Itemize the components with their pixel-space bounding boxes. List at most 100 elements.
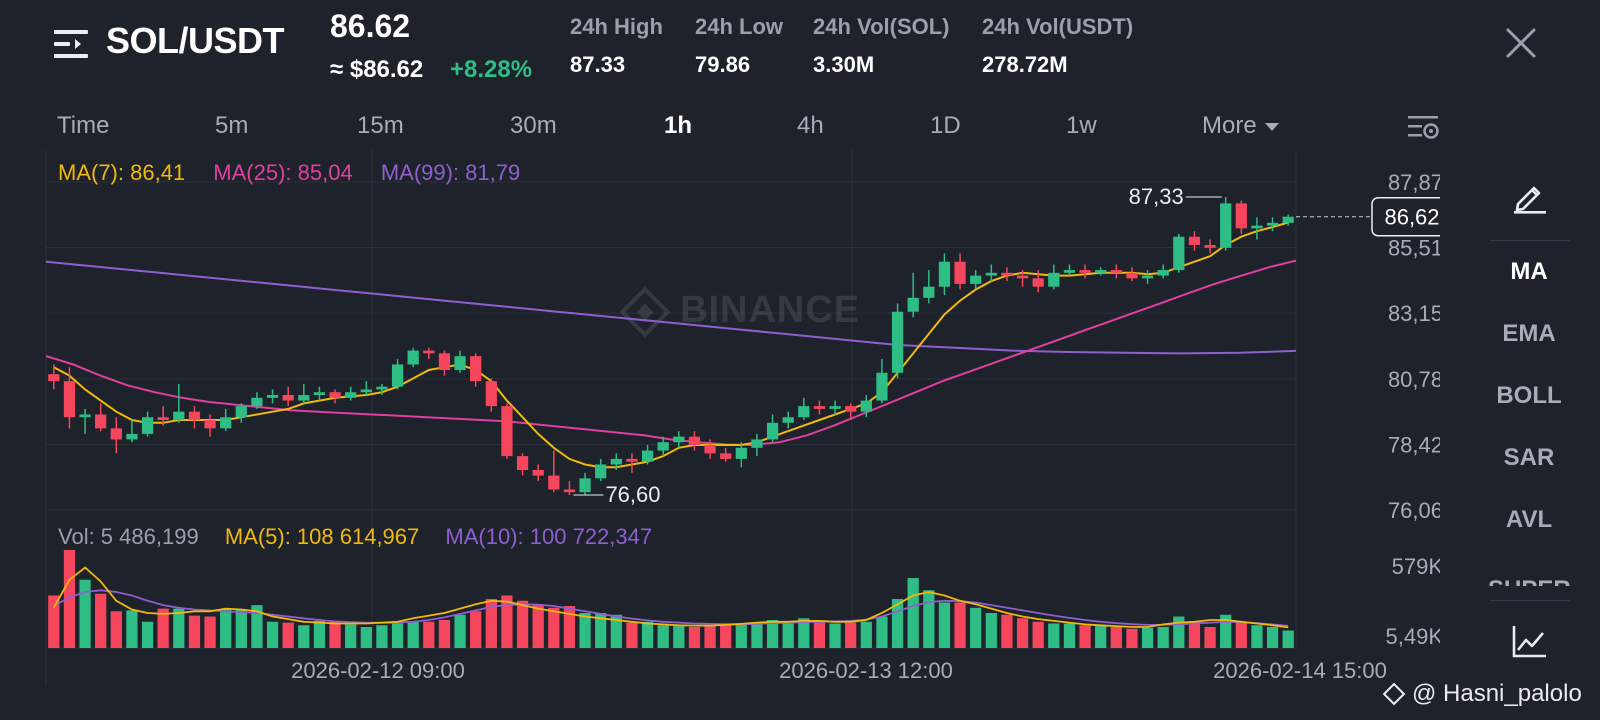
volume-bar [1220,614,1232,648]
ma99-legend: MA(99): 81,79 [380,160,521,185]
volume-value: Vol: 5 486,199 [58,524,199,549]
volume-bar [876,616,888,648]
tab-more[interactable]: More [1202,112,1279,140]
candle [1235,200,1247,234]
candle [407,347,419,368]
candle [1048,264,1060,290]
candle [204,414,216,437]
candle-body [298,395,310,401]
tab-15m[interactable]: 15m [357,112,404,139]
tab-1d[interactable]: 1D [930,112,961,139]
volume-bar [1048,623,1060,648]
volume-bar [720,625,732,648]
candle-body [376,386,388,390]
volume-bar [641,621,654,648]
candle [266,389,279,404]
volume-bar [1235,621,1247,648]
candle [188,406,201,429]
candle-body [1110,270,1122,273]
timeframe-bar: Time 5m 15m 30m 1h 4h 1D 1w More [0,104,1440,148]
tab-4h[interactable]: 4h [797,112,824,139]
candle-body [95,414,107,429]
approx-price: ≈ $86.62 [330,56,424,83]
stat-24h-vol-usdt: 24h Vol(USDT) 278.72M [982,14,1133,78]
indicator-ema[interactable]: EMA [1502,320,1556,347]
candle-body [813,406,826,409]
candle [641,445,654,465]
line-chart-icon[interactable] [1510,624,1548,660]
candle-body [876,372,888,401]
candle-body [1063,270,1076,273]
candle-body [1048,272,1060,287]
volume-bar [501,595,513,648]
volume-bar [1188,621,1201,648]
volume-bar [235,609,247,648]
volume-bar [345,624,357,648]
candle-body [282,395,294,401]
volume-bar [485,599,497,648]
ma-legend: MA(7): 86,41 MA(25): 85,04 MA(99): 81,79 [58,160,542,186]
volume-bar [938,602,951,648]
candle-body [1220,203,1232,248]
candle-body [126,433,138,440]
close-icon[interactable] [1504,26,1538,60]
indicator-ma[interactable]: MA [1510,258,1548,285]
chart-settings-icon[interactable] [1406,112,1440,142]
candle-body [657,442,669,451]
volume-bar [813,621,826,648]
volume-bar [516,600,529,648]
candle [1141,270,1154,284]
indicator-sar[interactable]: SAR [1503,444,1555,471]
price-axis-label: 78,42 [1388,432,1440,457]
candle [548,450,560,493]
candle-body [1079,270,1091,273]
tab-1h[interactable]: 1h [664,112,693,139]
candle-body [423,350,435,354]
candle [595,458,607,482]
candle-body [704,445,716,454]
candle-body [1126,272,1138,279]
indicator-super[interactable]: SUPER [1488,574,1570,586]
stat-24h-vol-sol: 24h Vol(SOL) 3.30M [813,14,950,78]
candle [329,389,341,404]
candle-body [220,417,232,429]
indicator-boll[interactable]: BOLL [1496,382,1562,409]
candle [173,383,185,423]
tab-30m[interactable]: 30m [510,112,557,139]
candle [1173,233,1185,273]
candle [313,386,326,401]
candle [63,367,76,429]
candle-body [1016,275,1029,279]
candle [95,403,107,432]
volume-bar [95,593,107,648]
tab-time[interactable]: Time [57,112,110,139]
time-axis-label: 2026-02-12 09:00 [291,658,465,683]
candle [688,431,701,451]
candlestick-chart[interactable]: BINANCE 87,87 85,51 83,15 80,78 78,42 76,06 57… [0,150,1440,700]
candle [438,350,451,376]
price-change: +8.28% [450,56,533,83]
candle-body [470,356,482,382]
sidebar-divider [1490,600,1570,601]
indicator-avl[interactable]: AVL [1505,506,1553,533]
tab-5m[interactable]: 5m [215,112,249,139]
trading-pair[interactable]: SOL/USDT [106,20,285,61]
volume-bar [673,626,685,648]
low-price-label: 76,60 [605,482,660,507]
volume-bar [251,605,263,648]
current-price-label: 86,62 [1384,205,1439,230]
candle [79,408,91,434]
volume-bar [1266,627,1279,648]
draw-pencil-icon[interactable] [1512,178,1548,214]
candle [220,408,232,432]
candle-body [563,489,576,493]
volume-bar [48,595,60,648]
candle-body [860,400,872,412]
candle [454,350,466,373]
vol-ma10-line [53,589,1289,627]
tab-1w[interactable]: 1w [1066,112,1097,139]
indicator-super-label: SUPER [1488,576,1570,586]
candle [157,406,169,426]
menu-icon[interactable] [54,28,90,60]
volume-bar [579,613,591,648]
